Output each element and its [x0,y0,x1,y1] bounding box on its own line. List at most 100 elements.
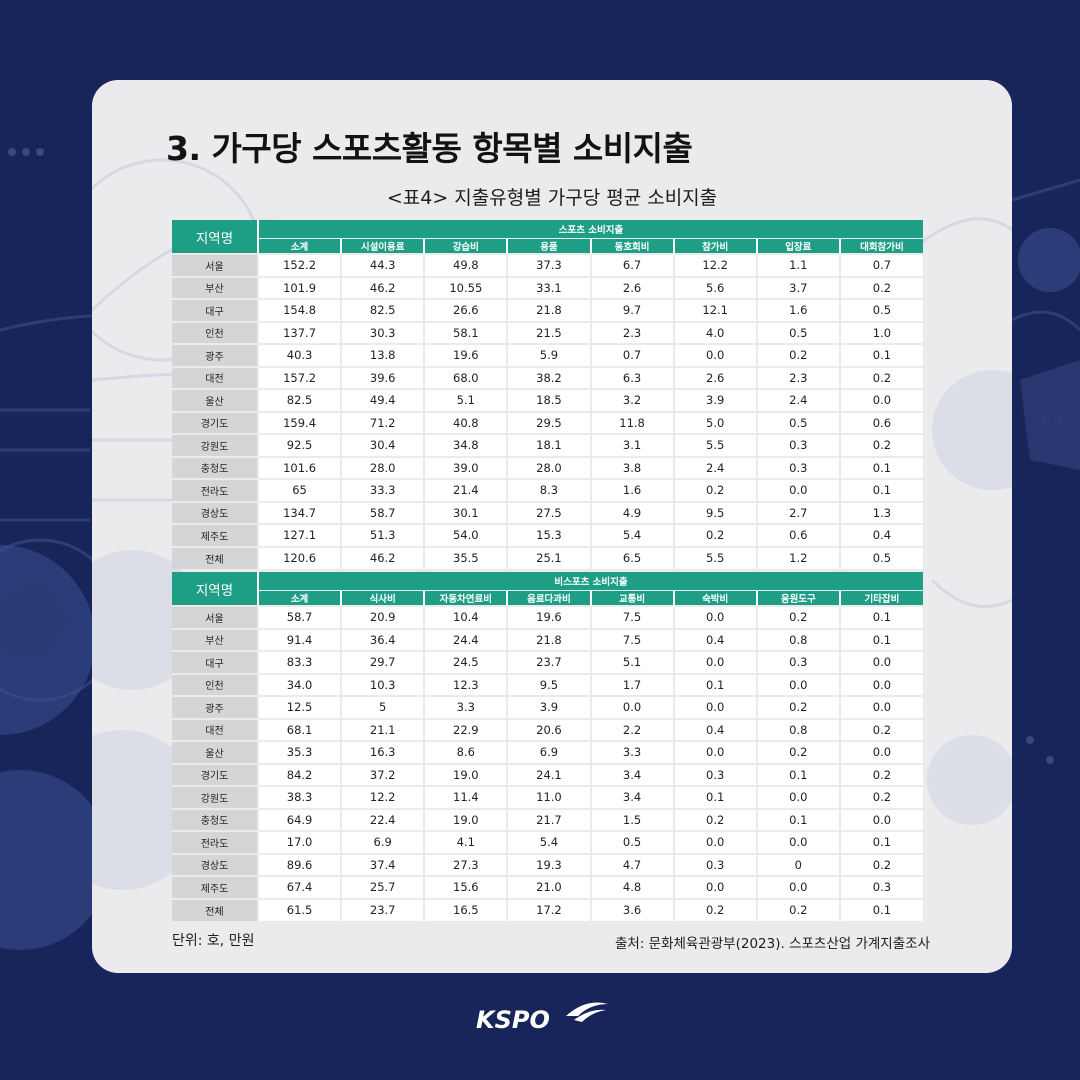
table-cell: 0.2 [838,762,923,786]
table-cell: 101.6 [256,455,342,479]
table-cell: 0.4 [672,627,757,651]
table-cell: 68.0 [423,365,508,389]
table-cell: 0.0 [755,875,840,899]
column-header: 입장료 [755,237,840,254]
table-cell: 0.8 [755,627,840,651]
table-cell: 24.1 [506,762,591,786]
region-label: 울산 [172,388,258,412]
column-header: 용품 [506,237,591,254]
table-cell: 5.4 [589,523,674,547]
table-cell: 30.1 [423,500,508,524]
table-row: 강원도 92.5 30.4 34.8 18.1 3.1 5.5 0.3 0.2 [172,433,923,457]
table-cell: 82.5 [256,388,342,412]
table-cell: 0.2 [838,785,923,809]
table-cell: 28.0 [340,455,425,479]
table-cell: 29.7 [340,650,425,674]
table-cell: 44.3 [340,253,425,277]
table-cell: 0.0 [838,807,923,831]
table-cell: 0.0 [672,343,757,367]
table-cell: 4.1 [423,830,508,854]
table-cell: 0.0 [589,695,674,719]
table-cell: 2.4 [755,388,840,412]
table-cell: 10.55 [423,275,508,299]
table-cell: 0.2 [755,740,840,764]
table-cell: 37.3 [506,253,591,277]
table-cell: 0.2 [838,433,923,457]
table-row: 부산 101.9 46.2 10.55 33.1 2.6 5.6 3.7 0.2 [172,275,923,299]
table-row: 인천 137.7 30.3 58.1 21.5 2.3 4.0 0.5 1.0 [172,320,923,344]
region-label: 부산 [172,275,258,299]
region-label: 서울 [172,253,258,277]
table-cell: 127.1 [256,523,342,547]
table-cell: 12.1 [672,298,757,322]
table-cell: 17.2 [506,897,591,921]
column-header: 대회참가비 [838,237,923,254]
region-label: 광주 [172,343,258,367]
table-cell: 5.4 [506,830,591,854]
table-cell: 7.5 [589,627,674,651]
table-cell: 19.0 [423,807,508,831]
region-label: 경상도 [172,500,258,524]
table-cell: 0.3 [755,650,840,674]
table-cell: 0.1 [838,605,923,629]
kspo-logo: KSPO [476,1002,608,1034]
table-cell: 21.7 [506,807,591,831]
table-cell: 0.2 [838,852,923,876]
unit-note: 단위: 호, 만원 [172,933,255,949]
table-cell: 3.3 [423,695,508,719]
table-cell: 82.5 [340,298,425,322]
sports-group-header: 스포츠 소비지출 [257,220,923,238]
table-cell: 27.5 [506,500,591,524]
table-cell: 61.5 [256,897,342,921]
table-cell: 9.5 [672,500,757,524]
table-cell: 0.2 [838,275,923,299]
table-cell: 12.2 [672,253,757,277]
table-cell: 3.4 [589,762,674,786]
table-cell: 0.0 [838,672,923,696]
table-cell: 11.8 [589,410,674,434]
table-row: 제주도 67.4 25.7 15.6 21.0 4.8 0.0 0.0 0.3 [172,875,923,899]
table-cell: 3.6 [589,897,674,921]
region-label: 대전 [172,365,258,389]
table-row: 인천 34.0 10.3 12.3 9.5 1.7 0.1 0.0 0.0 [172,672,923,696]
table-cell: 2.4 [672,455,757,479]
column-header: 동호회비 [589,237,674,254]
table-row: 울산 82.5 49.4 5.1 18.5 3.2 3.9 2.4 0.0 [172,388,923,412]
column-header: 교통비 [589,589,674,606]
table-cell: 83.3 [256,650,342,674]
table-cell: 40.8 [423,410,508,434]
table-row: 제주도 127.1 51.3 54.0 15.3 5.4 0.2 0.6 0.4 [172,523,923,547]
table-cell: 0.6 [755,523,840,547]
table-cell: 8.6 [423,740,508,764]
region-label: 전체 [172,897,258,921]
table-cell: 4.0 [672,320,757,344]
table-cell: 0.2 [672,523,757,547]
table-cell: 64.9 [256,807,342,831]
table-cell: 19.6 [423,343,508,367]
table-row: 경상도 134.7 58.7 30.1 27.5 4.9 9.5 2.7 1.3 [172,500,923,524]
table-cell: 13.8 [340,343,425,367]
table-cell: 0.7 [589,343,674,367]
table-cell: 0.2 [838,365,923,389]
table-cell: 0.0 [755,785,840,809]
table-cell: 67.4 [256,875,342,899]
page-title: 3. 가구당 스포츠활동 항목별 소비지출 [166,129,693,168]
table-caption: <표4> 지출유형별 가구당 평균 소비지출 [386,187,718,209]
table-row: 서울 152.2 44.3 49.8 37.3 6.7 12.2 1.1 0.7 [172,253,923,277]
table-cell: 46.2 [340,545,425,569]
logo-swoosh-icon [574,1009,606,1022]
table-cell: 35.3 [256,740,342,764]
region-label: 대구 [172,298,258,322]
table-cell: 0.1 [838,830,923,854]
table-cell: 2.3 [755,365,840,389]
column-header: 자동차연료비 [423,589,508,606]
region-label: 부산 [172,627,258,651]
table-cell: 0.0 [672,740,757,764]
table-cell: 21.8 [506,627,591,651]
table-cell: 0.2 [755,897,840,921]
table-cell: 0.0 [755,672,840,696]
table-cell: 5.6 [672,275,757,299]
region-label: 전라도 [172,478,258,502]
table-cell: 6.9 [506,740,591,764]
table-cell: 23.7 [340,897,425,921]
